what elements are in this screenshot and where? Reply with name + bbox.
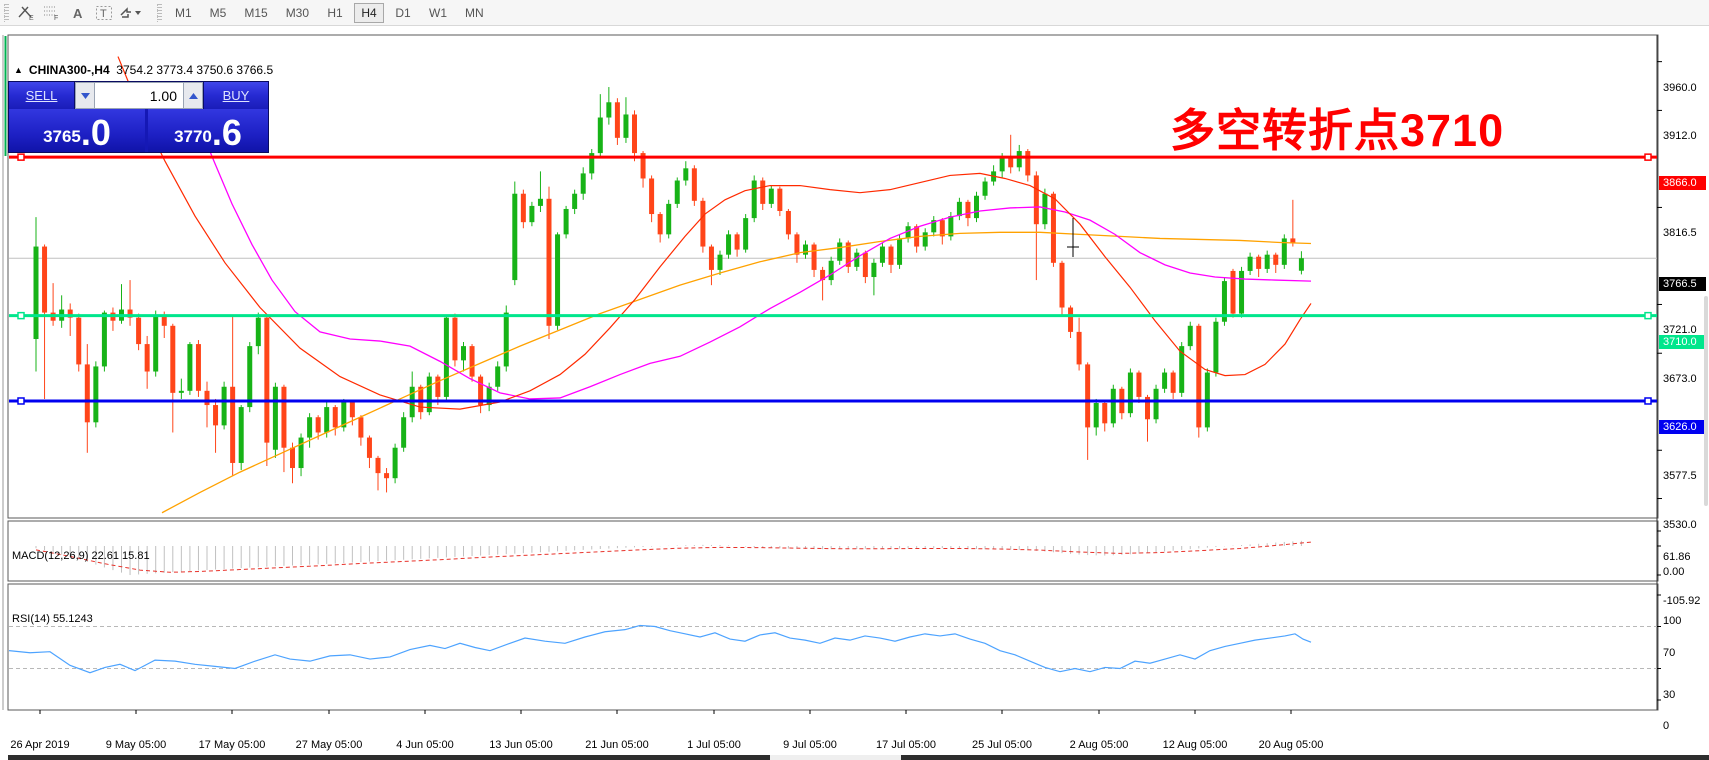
svg-text:A: A	[73, 6, 83, 21]
ma-orange-line	[161, 231, 1312, 514]
level-price-badge: 3710.0	[1659, 334, 1706, 349]
date-tick-label: 2 Aug 05:00	[1069, 739, 1129, 751]
chart-annotation-text: 多空转折点3710	[1170, 105, 1505, 156]
rsi-line	[8, 624, 1312, 674]
pane-border-0	[7, 34, 1659, 519]
draw-lines-icon[interactable]: E	[13, 2, 39, 24]
shapes-tool-icon[interactable]	[117, 2, 143, 24]
date-tick-label: 26 Apr 2019	[10, 739, 70, 751]
rsi-label: RSI(14) 55.1243	[12, 613, 93, 625]
svg-text:T: T	[100, 8, 107, 20]
level-anchor-support-0	[17, 397, 25, 405]
ma-magenta-line	[195, 117, 1312, 400]
buy-price[interactable]: 3770 .6	[148, 109, 268, 152]
price-tick-label: 3816.5	[1663, 227, 1697, 240]
timeframe-m15[interactable]: M15	[244, 5, 268, 20]
date-tick-label: 13 Jun 05:00	[489, 739, 553, 751]
collapse-triangle-icon[interactable]: ▲	[14, 64, 23, 75]
top-toolbar: E F A T M1 M5 M15 M30 H1 H4 D1 W1 MN	[0, 0, 1709, 26]
timeframe-bar: M1 M5 M15 M30 H1 H4 D1 W1 MN	[166, 2, 493, 23]
text-tool-icon[interactable]: A	[65, 2, 91, 24]
macd-layer	[35, 540, 1302, 576]
volume-decrease-button[interactable]	[75, 82, 95, 109]
pane-border-1	[7, 520, 1659, 582]
chart-window: ▲ CHINA300-,H4 3754.2 3773.4 3750.6 3766…	[0, 26, 1709, 760]
current-price-badge: 3766.5	[1659, 277, 1706, 292]
price-tick-label: 3721.0	[1663, 324, 1697, 337]
level-price-badge: 3866.0	[1659, 176, 1706, 191]
horizontal-scrollbar[interactable]	[8, 755, 1709, 760]
macd-signal-line	[35, 541, 1312, 573]
date-tick-label: 17 May 05:00	[198, 739, 266, 751]
level-price-badge: 3626.0	[1659, 419, 1706, 434]
timeframe-m1[interactable]: M1	[175, 5, 192, 20]
date-tick-label: 21 Jun 05:00	[585, 739, 649, 751]
rsi-scale-label: 70	[1663, 646, 1676, 659]
level-anchor-pivot-0	[17, 311, 25, 320]
chart-canvas[interactable]	[0, 26, 1709, 737]
rsi-scale-label: 100	[1663, 615, 1682, 627]
volume-increase-button[interactable]	[183, 82, 203, 109]
timeframe-h4[interactable]: H4	[354, 2, 385, 23]
text-label-icon[interactable]: T	[91, 2, 117, 24]
timeframe-m5[interactable]: M5	[209, 5, 227, 20]
buy-button[interactable]: BUY	[203, 82, 268, 109]
ma-red-line	[117, 56, 1312, 410]
level-anchor-resistance-1	[1644, 153, 1652, 161]
chart-title: ▲ CHINA300-,H4 3754.2 3773.4 3750.6 3766…	[14, 63, 273, 77]
sell-button[interactable]: SELL	[9, 82, 75, 109]
macd-scale-label: 61.86	[1663, 551, 1691, 563]
price-tick-label: 3577.5	[1663, 470, 1697, 483]
date-tick-label: 4 Jun 05:00	[396, 739, 454, 751]
level-anchor-support-1	[1644, 397, 1652, 405]
timeframe-h1[interactable]: H1	[327, 5, 343, 20]
symbol-name: CHINA300-,H4	[28, 63, 110, 77]
date-tick-label: 17 Jul 05:00	[876, 739, 936, 751]
date-tick-label: 25 Jul 05:00	[972, 739, 1032, 751]
timeframe-mn[interactable]: MN	[465, 5, 484, 20]
level-anchor-resistance-0	[17, 153, 25, 161]
price-tick-label: 3530.0	[1663, 518, 1697, 531]
ohlc-values: 3754.2 3773.4 3750.6 3766.5	[116, 63, 274, 77]
fibonacci-icon[interactable]: F	[39, 2, 65, 24]
vertical-scrollbar-thumb[interactable]	[1704, 296, 1708, 506]
date-tick-label: 20 Aug 05:00	[1258, 739, 1324, 751]
date-tick-label: 1 Jul 05:00	[687, 739, 741, 751]
toolbar-grip[interactable]	[4, 3, 9, 22]
toolbar-grip-2[interactable]	[157, 3, 162, 22]
date-tick-label: 12 Aug 05:00	[1162, 739, 1228, 751]
price-tick-label: 3960.0	[1663, 81, 1697, 94]
timeframe-d1[interactable]: D1	[395, 5, 411, 20]
timeframe-m30[interactable]: M30	[285, 5, 310, 20]
macd-scale-label: -105.92	[1663, 595, 1701, 607]
macd-label: MACD(12,26,9) 22.61 15.81	[12, 550, 150, 562]
date-tick-label: 27 May 05:00	[295, 739, 363, 751]
price-tick-label: 3673.0	[1663, 373, 1697, 386]
timeframe-w1[interactable]: W1	[429, 5, 448, 20]
scrollbar-thumb[interactable]	[770, 755, 901, 760]
rsi-scale-label: 0	[1663, 720, 1670, 732]
pane-border-2	[7, 583, 1659, 711]
sell-price[interactable]: 3765 .0	[9, 109, 145, 152]
svg-text:F: F	[54, 15, 58, 21]
rsi-scale-label: 30	[1663, 688, 1676, 701]
date-tick-label: 9 Jul 05:00	[783, 739, 837, 751]
svg-text:E: E	[29, 15, 34, 21]
date-tick-label: 9 May 05:00	[105, 739, 167, 751]
level-anchor-pivot-1	[1644, 311, 1652, 320]
macd-scale-label: 0.00	[1663, 566, 1685, 578]
price-tick-label: 3912.0	[1663, 130, 1697, 143]
volume-input[interactable]: 1.00	[95, 82, 183, 109]
one-click-trade-panel: SELL 1.00 BUY 3765 .0 3770 .6	[8, 81, 269, 153]
